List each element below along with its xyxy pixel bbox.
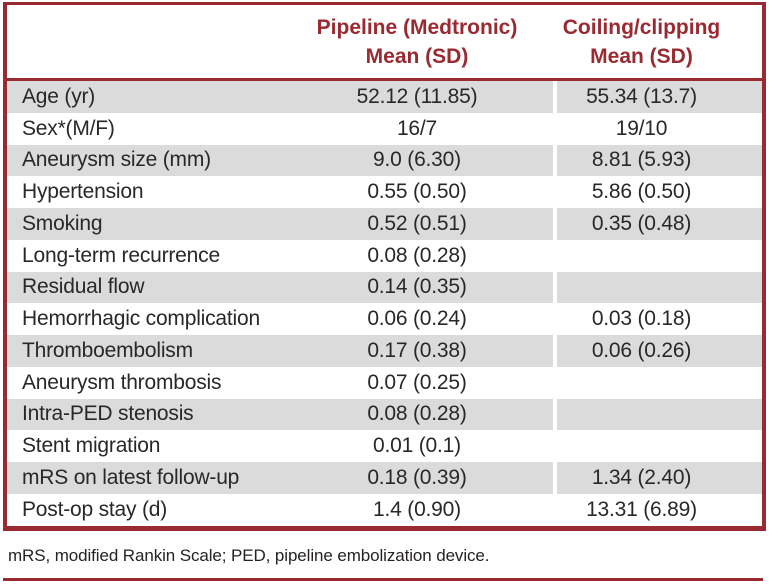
pipeline-value: 0.18 (0.39) bbox=[281, 462, 553, 494]
coiling-value bbox=[553, 430, 762, 462]
header-coiling-line2: Mean (SD) bbox=[590, 44, 693, 68]
coiling-value: 0.03 (0.18) bbox=[553, 303, 762, 335]
pipeline-value: 0.52 (0.51) bbox=[281, 208, 553, 240]
pipeline-value: 52.12 (11.85) bbox=[281, 81, 553, 113]
row-label: Stent migration bbox=[22, 434, 161, 458]
pipeline-value: 0.55 (0.50) bbox=[367, 180, 467, 204]
coiling-value: 1.34 (2.40) bbox=[553, 462, 762, 494]
coiling-value bbox=[553, 239, 762, 272]
pipeline-value: 0.17 (0.38) bbox=[281, 335, 553, 367]
coiling-value bbox=[553, 398, 762, 431]
table-row: Stent migration 0.01 (0.1) bbox=[7, 430, 762, 462]
pipeline-value: 0.01 (0.1) bbox=[373, 434, 461, 458]
table-row: mRS on latest follow-up 0.18 (0.39) 1.34… bbox=[7, 462, 762, 494]
pipeline-value: 0.06 (0.24) bbox=[367, 307, 467, 331]
bottom-rule-divider bbox=[3, 578, 763, 581]
table-row: Intra-PED stenosis 0.08 (0.28) bbox=[7, 398, 762, 431]
row-label: Hemorrhagic complication bbox=[22, 307, 260, 331]
table-row: Hemorrhagic complication 0.06 (0.24) 0.0… bbox=[7, 303, 762, 335]
header-coiling-column: Coiling/clipping Mean (SD) bbox=[553, 5, 762, 78]
coiling-value: 8.81 (5.93) bbox=[553, 144, 762, 177]
row-label: Intra-PED stenosis bbox=[7, 398, 281, 431]
row-label: Smoking bbox=[7, 208, 281, 240]
comparison-table: Pipeline (Medtronic) Mean (SD) Coiling/c… bbox=[3, 2, 766, 531]
row-label: Post-op stay (d) bbox=[22, 497, 168, 521]
row-label: Long-term recurrence bbox=[22, 243, 220, 267]
table-row: Age (yr) 52.12 (11.85) 55.34 (13.7) bbox=[7, 81, 762, 113]
row-label: Age (yr) bbox=[7, 81, 281, 113]
row-label: Aneurysm thrombosis bbox=[22, 370, 222, 394]
table-row: Post-op stay (d) 1.4 (0.90) 13.31 (6.89) bbox=[7, 493, 762, 526]
coiling-value: 19/10 bbox=[553, 112, 762, 145]
table-footnote: mRS, modified Rankin Scale; PED, pipelin… bbox=[8, 546, 490, 565]
pipeline-value: 0.08 (0.28) bbox=[281, 398, 553, 431]
header-pipeline-line2: Mean (SD) bbox=[365, 44, 469, 68]
table-row: Aneurysm thrombosis 0.07 (0.25) bbox=[7, 366, 762, 399]
table-row: Hypertension 0.55 (0.50) 5.86 (0.50) bbox=[7, 176, 762, 208]
header-coiling-line1: Coiling/clipping bbox=[562, 15, 721, 39]
row-label: Aneurysm size (mm) bbox=[7, 144, 281, 177]
pipeline-value: 0.07 (0.25) bbox=[367, 370, 467, 394]
table-row: Sex*(M/F) 16/7 19/10 bbox=[7, 112, 762, 145]
coiling-value: 13.31 (6.89) bbox=[553, 493, 762, 526]
coiling-value: 55.34 (13.7) bbox=[553, 81, 762, 113]
table-header-row: Pipeline (Medtronic) Mean (SD) Coiling/c… bbox=[7, 5, 762, 81]
row-label: mRS on latest follow-up bbox=[7, 462, 281, 494]
row-label: Residual flow bbox=[7, 271, 281, 304]
coiling-value: 0.35 (0.48) bbox=[553, 208, 762, 240]
row-label: Sex*(M/F) bbox=[22, 116, 115, 140]
pipeline-value: 0.08 (0.28) bbox=[367, 243, 467, 267]
header-variable-column bbox=[7, 5, 281, 78]
table-row: Thromboembolism 0.17 (0.38) 0.06 (0.26) bbox=[7, 335, 762, 367]
coiling-value: 0.06 (0.26) bbox=[553, 335, 762, 367]
pipeline-value: 9.0 (6.30) bbox=[281, 144, 553, 177]
table-row: Long-term recurrence 0.08 (0.28) bbox=[7, 239, 762, 272]
coiling-value bbox=[553, 271, 762, 304]
header-pipeline-line1: Pipeline (Medtronic) bbox=[316, 15, 518, 39]
table-row: Residual flow 0.14 (0.35) bbox=[7, 271, 762, 304]
row-label: Thromboembolism bbox=[7, 335, 281, 367]
table-body: Age (yr) 52.12 (11.85) 55.34 (13.7) Sex*… bbox=[7, 81, 762, 526]
pipeline-value: 1.4 (0.90) bbox=[373, 497, 461, 521]
table-row: Smoking 0.52 (0.51) 0.35 (0.48) bbox=[7, 208, 762, 240]
table-row: Aneurysm size (mm) 9.0 (6.30) 8.81 (5.93… bbox=[7, 144, 762, 177]
row-label: Hypertension bbox=[22, 180, 144, 204]
coiling-value bbox=[553, 366, 762, 399]
pipeline-value: 0.14 (0.35) bbox=[281, 271, 553, 304]
coiling-value: 5.86 (0.50) bbox=[553, 176, 762, 208]
pipeline-value: 16/7 bbox=[396, 116, 438, 140]
header-pipeline-column: Pipeline (Medtronic) Mean (SD) bbox=[281, 5, 553, 78]
